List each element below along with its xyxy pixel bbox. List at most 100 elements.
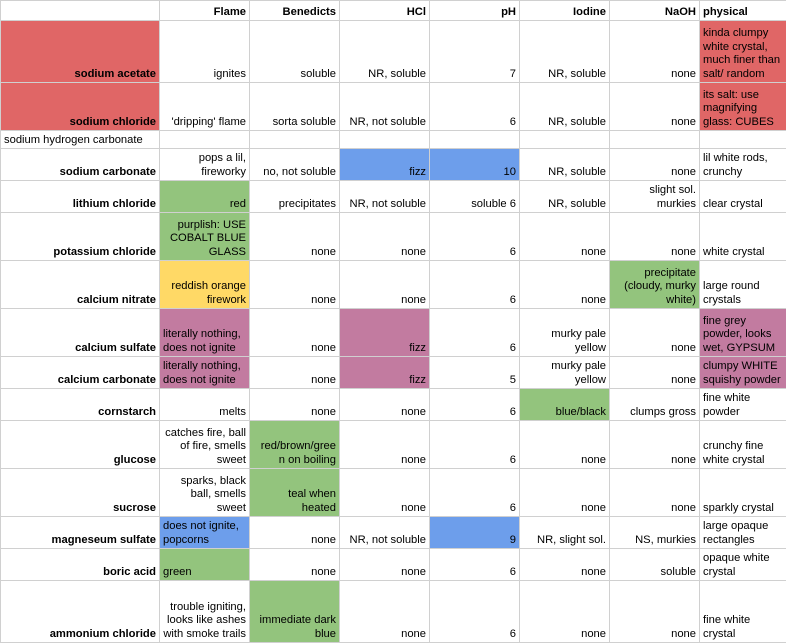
flame-cell[interactable]: 'dripping' flame [159,82,250,131]
flame-cell[interactable]: literally nothing, does not ignite [159,356,250,389]
ph-cell[interactable]: soluble 6 [429,180,520,213]
benedicts-cell[interactable]: precipitates [249,180,340,213]
physical-cell[interactable]: opaque white crystal [699,548,786,581]
physical-cell[interactable]: lil white rods, crunchy [699,148,786,181]
compound-name-cell[interactable]: sodium acetate [0,20,160,83]
ph-cell[interactable]: 9 [429,516,520,549]
iodine-cell[interactable]: none [519,420,610,469]
benedicts-cell[interactable]: none [249,260,340,309]
header-cell[interactable]: Flame [159,0,250,21]
naoh-cell[interactable] [609,130,700,149]
physical-cell[interactable]: fine white crystal [699,580,786,643]
header-cell[interactable]: NaOH [609,0,700,21]
iodine-cell[interactable]: NR, soluble [519,180,610,213]
physical-cell[interactable]: crunchy fine white crystal [699,420,786,469]
iodine-cell[interactable]: murky pale yellow [519,308,610,357]
flame-cell[interactable]: sparks, black ball, smells sweet [159,468,250,517]
ph-cell[interactable]: 7 [429,20,520,83]
iodine-cell[interactable]: none [519,580,610,643]
hcl-cell[interactable]: none [339,468,430,517]
iodine-cell[interactable]: none [519,468,610,517]
hcl-cell[interactable]: NR, soluble [339,20,430,83]
benedicts-cell[interactable]: none [249,548,340,581]
benedicts-cell[interactable]: red/brown/gree n on boiling [249,420,340,469]
naoh-cell[interactable]: none [609,356,700,389]
ph-cell[interactable]: 6 [429,260,520,309]
physical-cell[interactable]: clear crystal [699,180,786,213]
physical-cell[interactable]: fine grey powder, looks wet, GYPSUM [699,308,786,357]
flame-cell[interactable]: green [159,548,250,581]
physical-cell[interactable]: clumpy WHITE squishy powder [699,356,786,389]
naoh-cell[interactable]: soluble [609,548,700,581]
compound-name-cell[interactable]: magneseum sulfate [0,516,160,549]
hcl-cell[interactable]: none [339,212,430,261]
benedicts-cell[interactable]: none [249,388,340,421]
iodine-cell[interactable]: none [519,548,610,581]
naoh-cell[interactable]: none [609,580,700,643]
flame-cell[interactable]: trouble igniting, looks like ashes with … [159,580,250,643]
flame-cell[interactable]: red [159,180,250,213]
ph-cell[interactable]: 6 [429,580,520,643]
ph-cell[interactable]: 6 [429,468,520,517]
hcl-cell[interactable]: NR, not soluble [339,516,430,549]
flame-cell[interactable]: does not ignite, popcorns [159,516,250,549]
compound-name-cell[interactable]: calcium carbonate [0,356,160,389]
header-cell[interactable]: Benedicts [249,0,340,21]
ph-cell[interactable]: 6 [429,212,520,261]
hcl-cell[interactable]: none [339,420,430,469]
compound-name-cell[interactable]: potassium chloride [0,212,160,261]
benedicts-cell[interactable]: soluble [249,20,340,83]
benedicts-cell[interactable]: immediate dark blue [249,580,340,643]
ph-cell[interactable]: 6 [429,82,520,131]
benedicts-cell[interactable]: none [249,356,340,389]
ph-cell[interactable]: 5 [429,356,520,389]
ph-cell[interactable]: 6 [429,388,520,421]
iodine-cell[interactable]: blue/black [519,388,610,421]
hcl-cell[interactable]: fizz [339,148,430,181]
iodine-cell[interactable]: NR, soluble [519,148,610,181]
hcl-cell[interactable]: NR, not soluble [339,82,430,131]
compound-name-cell[interactable]: boric acid [0,548,160,581]
naoh-cell[interactable]: none [609,420,700,469]
flame-cell[interactable]: catches fire, ball of fire, smells sweet [159,420,250,469]
compound-name-cell[interactable]: sodium carbonate [0,148,160,181]
naoh-cell[interactable]: none [609,212,700,261]
header-cell[interactable]: HCl [339,0,430,21]
naoh-cell[interactable]: slight sol. murkies [609,180,700,213]
naoh-cell[interactable]: none [609,468,700,517]
compound-name-cell[interactable]: sucrose [0,468,160,517]
physical-cell[interactable]: sparkly crystal [699,468,786,517]
header-cell[interactable]: pH [429,0,520,21]
benedicts-cell[interactable]: none [249,212,340,261]
header-cell[interactable] [0,0,160,21]
physical-cell[interactable]: large round crystals [699,260,786,309]
iodine-cell[interactable]: NR, soluble [519,20,610,83]
benedicts-cell[interactable] [249,130,340,149]
physical-cell[interactable]: kinda clumpy white crystal, much finer t… [699,20,786,83]
ph-cell[interactable]: 6 [429,548,520,581]
flame-cell[interactable] [159,130,250,149]
hcl-cell[interactable]: NR, not soluble [339,180,430,213]
physical-cell[interactable] [699,130,786,149]
flame-cell[interactable]: reddish orange firework [159,260,250,309]
naoh-cell[interactable]: clumps gross [609,388,700,421]
flame-cell[interactable]: purplish: USE COBALT BLUE GLASS [159,212,250,261]
iodine-cell[interactable]: murky pale yellow [519,356,610,389]
ph-cell[interactable]: 10 [429,148,520,181]
physical-cell[interactable]: white crystal [699,212,786,261]
hcl-cell[interactable]: none [339,260,430,309]
flame-cell[interactable]: melts [159,388,250,421]
compound-name-cell[interactable]: ammonium chloride [0,580,160,643]
flame-cell[interactable]: ignites [159,20,250,83]
compound-name-cell[interactable]: lithium chloride [0,180,160,213]
hcl-cell[interactable]: none [339,548,430,581]
benedicts-cell[interactable]: none [249,308,340,357]
compound-name-cell[interactable]: sodium hydrogen carbonate [0,130,160,149]
naoh-cell[interactable]: none [609,82,700,131]
compound-name-cell[interactable]: glucose [0,420,160,469]
compound-name-cell[interactable]: calcium sulfate [0,308,160,357]
iodine-cell[interactable]: none [519,212,610,261]
header-cell[interactable]: Iodine [519,0,610,21]
hcl-cell[interactable] [339,130,430,149]
compound-name-cell[interactable]: calcium nitrate [0,260,160,309]
